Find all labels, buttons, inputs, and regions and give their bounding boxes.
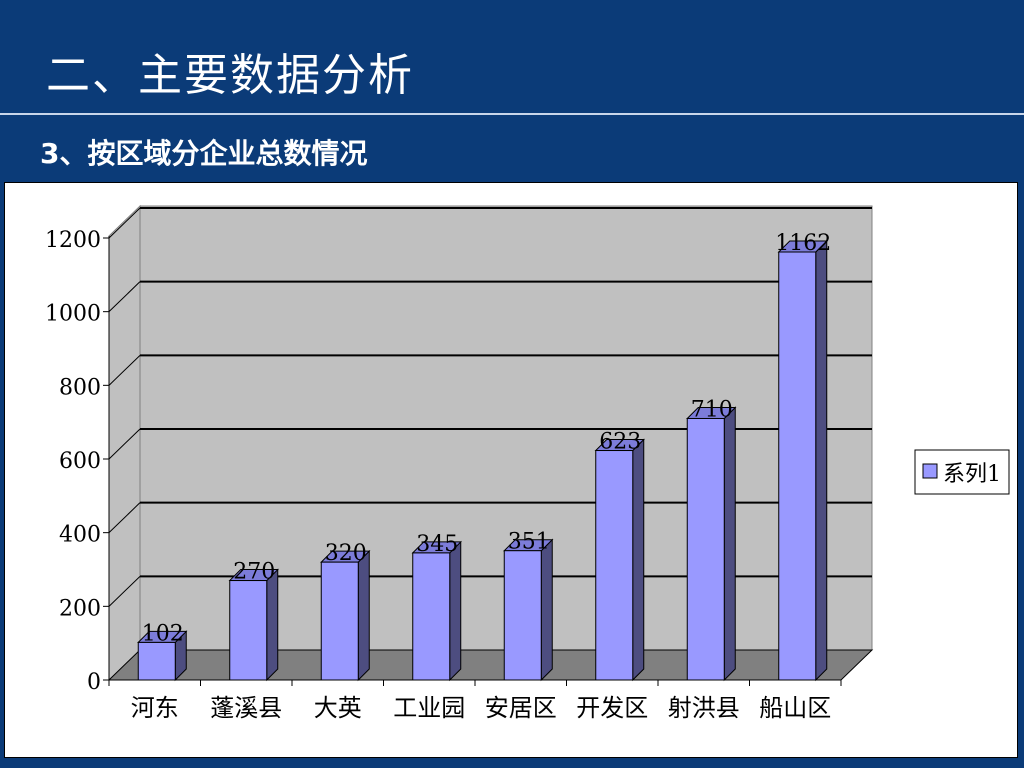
bar-side — [723, 406, 736, 682]
slide-title: 二、主要数据分析 — [46, 50, 414, 101]
data-label: 320 — [325, 541, 367, 566]
title-divider — [0, 113, 1024, 115]
gridline-depth — [108, 575, 141, 607]
bar-side — [357, 549, 370, 682]
gridline-depth — [108, 207, 141, 239]
data-label: 1162 — [775, 231, 831, 256]
x-tick-label: 安居区 — [485, 694, 557, 722]
x-tick-label: 射洪县 — [668, 694, 740, 722]
bar — [229, 580, 268, 681]
data-label: 345 — [416, 532, 458, 557]
x-tick-label: 开发区 — [576, 694, 648, 722]
y-tick-label: 1200 — [45, 228, 101, 253]
bar-chart: 0 200 400 600 800 1000 1200 102 270 320 345 351 623… — [45, 204, 1010, 722]
y-tick-label: 600 — [59, 449, 101, 474]
chart-walls — [107, 204, 874, 682]
gridline-depth — [108, 502, 141, 534]
bar-side — [815, 239, 828, 682]
y-axis: 0 200 400 600 800 1000 1200 — [45, 228, 110, 695]
data-labels: 102 270 320 345 351 623 710 1162 — [142, 231, 832, 646]
y-tick-label: 400 — [59, 523, 101, 548]
bar — [412, 552, 451, 681]
chart-legend: 系列1 — [914, 449, 1010, 495]
gridline-depth — [108, 281, 141, 313]
chart-container: 0 200 400 600 800 1000 1200 102 270 320 345 351 623… — [4, 182, 1018, 758]
chart-side-wall — [108, 204, 141, 682]
bar-side — [632, 438, 645, 682]
gridline-depth — [108, 428, 141, 460]
bar-side — [449, 540, 462, 682]
bar-side — [540, 538, 553, 682]
data-label: 270 — [233, 560, 275, 585]
slide-subtitle: 3、按区域分企业总数情况 — [40, 137, 368, 170]
x-tick-label: 蓬溪县 — [210, 694, 282, 722]
bar — [137, 641, 176, 681]
x-tick-label: 大英 — [314, 694, 362, 722]
y-tick-label: 1000 — [45, 302, 101, 327]
gridline-depth — [108, 354, 141, 386]
bar-series — [137, 239, 828, 682]
legend-swatch — [922, 463, 938, 479]
data-label: 351 — [508, 530, 550, 555]
bar-side — [266, 568, 279, 682]
x-tick-label: 船山区 — [759, 694, 831, 722]
data-label: 102 — [142, 621, 184, 646]
x-tick-label: 河东 — [131, 694, 179, 722]
data-label: 623 — [599, 430, 641, 455]
x-axis: 河东 蓬溪县 大英 工业园 安居区 开发区 射洪县 船山区 — [108, 679, 842, 722]
legend-label: 系列1 — [943, 462, 1001, 487]
bar — [686, 417, 725, 681]
bar — [503, 550, 542, 681]
y-tick-label: 0 — [87, 670, 101, 695]
x-tick-label: 工业园 — [393, 694, 465, 722]
chart-floor — [107, 649, 874, 681]
bar — [778, 251, 817, 681]
y-tick-label: 800 — [59, 375, 101, 400]
data-label: 710 — [691, 397, 733, 422]
y-tick-label: 200 — [59, 596, 101, 621]
bar — [320, 561, 359, 681]
bar — [595, 450, 634, 681]
